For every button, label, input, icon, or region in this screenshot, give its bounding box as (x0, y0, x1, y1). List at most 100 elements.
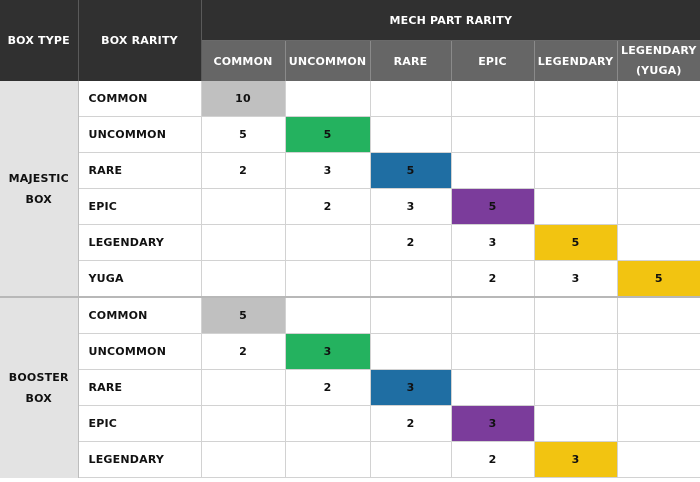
rate-cell-common: 2 (201, 333, 286, 370)
column-header-legendary-yuga: LEGENDARY (YUGA) (617, 40, 700, 81)
rate-cell-rare: 2 (370, 224, 452, 261)
rate-cell-epic (451, 81, 535, 117)
rate-cell-uncommon (285, 441, 371, 478)
rate-cell-uncommon (285, 224, 371, 261)
rate-cell-rare (370, 260, 452, 298)
rate-cell-common (201, 260, 286, 298)
table-row: EPIC 2 3 (0, 405, 700, 442)
box-rarity-label: YUGA (78, 260, 202, 298)
rate-cell-rare (370, 296, 452, 334)
rate-cell-yuga (617, 296, 700, 334)
rate-cell-epic: 2 (451, 441, 535, 478)
table-row: YUGA 2 3 5 (0, 260, 700, 298)
rate-cell-legendary (534, 296, 618, 334)
rate-cell-uncommon (285, 405, 371, 442)
rate-cell-yuga (617, 405, 700, 442)
box-rarity-label: COMMON (78, 296, 202, 334)
rate-cell-legendary (534, 333, 618, 370)
rate-cell-epic (451, 152, 535, 189)
box-rarity-label: LEGENDARY (78, 441, 202, 478)
table-row: UNCOMMON 2 3 (0, 333, 700, 370)
column-header-epic: EPIC (451, 40, 535, 81)
box-rarity-label: LEGENDARY (78, 224, 202, 261)
rate-cell-epic: 3 (451, 405, 535, 442)
rate-cell-legendary (534, 81, 618, 117)
rate-cell-legendary: 5 (534, 224, 618, 261)
column-header-rare: RARE (370, 40, 452, 81)
header-box-rarity: BOX RARITY (78, 0, 202, 81)
rate-cell-legendary: 3 (534, 260, 618, 298)
rate-cell-yuga (617, 188, 700, 225)
rate-cell-yuga (617, 333, 700, 370)
table-row: LEGENDARY 2 3 (0, 441, 700, 478)
table-row: RARE 2 3 5 (0, 152, 700, 189)
table-row: LEGENDARY 2 3 5 (0, 224, 700, 261)
rate-cell-uncommon (285, 296, 371, 334)
box-type-label: MAJESTIC BOX (0, 81, 79, 297)
rate-cell-uncommon: 3 (285, 152, 371, 189)
rate-cell-uncommon: 2 (285, 369, 371, 406)
header-box-type: BOX TYPE (0, 0, 79, 81)
rate-cell-common: 5 (201, 116, 286, 153)
rate-cell-legendary (534, 369, 618, 406)
rate-cell-rare (370, 333, 452, 370)
rate-cell-rare: 5 (370, 152, 452, 189)
rate-cell-uncommon (285, 260, 371, 298)
table-row: RARE 2 3 (0, 369, 700, 406)
rate-cell-common: 2 (201, 152, 286, 189)
table-row: UNCOMMON 5 5 (0, 116, 700, 153)
rate-cell-common (201, 441, 286, 478)
box-type-label: BOOSTER BOX (0, 296, 79, 478)
rate-cell-epic (451, 296, 535, 334)
rate-cell-legendary (534, 116, 618, 153)
rate-cell-rare: 3 (370, 369, 452, 406)
rate-cell-rare: 3 (370, 188, 452, 225)
table-row: EPIC 2 3 5 (0, 188, 700, 225)
column-header-legendary: LEGENDARY (534, 40, 618, 81)
rate-cell-rare (370, 441, 452, 478)
rate-cell-yuga (617, 369, 700, 406)
column-header-uncommon: UNCOMMON (285, 40, 371, 81)
rate-cell-yuga (617, 441, 700, 478)
table-row: MAJESTIC BOX COMMON 10 (0, 81, 700, 297)
rate-cell-yuga: 5 (617, 260, 700, 298)
rate-cell-uncommon: 5 (285, 116, 371, 153)
rate-cell-legendary (534, 188, 618, 225)
rate-cell-common (201, 224, 286, 261)
rate-cell-common (201, 188, 286, 225)
rate-cell-rare (370, 116, 452, 153)
box-rarity-label: RARE (78, 369, 202, 406)
rate-cell-common (201, 405, 286, 442)
box-rarity-label: EPIC (78, 405, 202, 442)
rate-cell-yuga (617, 116, 700, 153)
rate-cell-epic: 5 (451, 188, 535, 225)
rate-cell-epic (451, 369, 535, 406)
rate-cell-rare: 2 (370, 405, 452, 442)
rate-cell-common: 10 (201, 81, 286, 117)
rate-cell-yuga (617, 81, 700, 117)
rate-cell-uncommon: 2 (285, 188, 371, 225)
rate-cell-common (201, 369, 286, 406)
rate-cell-legendary (534, 152, 618, 189)
rate-cell-epic (451, 333, 535, 370)
box-rarity-label: RARE (78, 152, 202, 189)
rate-cell-epic: 2 (451, 260, 535, 298)
rate-cell-rare (370, 81, 452, 117)
rate-cell-uncommon (285, 81, 371, 117)
rate-cell-uncommon: 3 (285, 333, 371, 370)
rate-cell-epic: 3 (451, 224, 535, 261)
rate-cell-common: 5 (201, 296, 286, 334)
rate-cell-yuga (617, 152, 700, 189)
rate-cell-yuga (617, 224, 700, 261)
box-rarity-label: EPIC (78, 188, 202, 225)
box-rarity-label: UNCOMMON (78, 333, 202, 370)
box-rarity-label: COMMON (78, 81, 202, 117)
table-row: BOOSTER BOX COMMON 5 (0, 296, 700, 478)
column-header-common: COMMON (201, 40, 286, 81)
rate-cell-legendary (534, 405, 618, 442)
box-rarity-label: UNCOMMON (78, 116, 202, 153)
table-body: MAJESTIC BOX COMMON 10 UNCOMMON 5 5 RARE 2 3 5 EPI… (0, 81, 700, 478)
rate-cell-legendary: 3 (534, 441, 618, 478)
rate-cell-epic (451, 116, 535, 153)
